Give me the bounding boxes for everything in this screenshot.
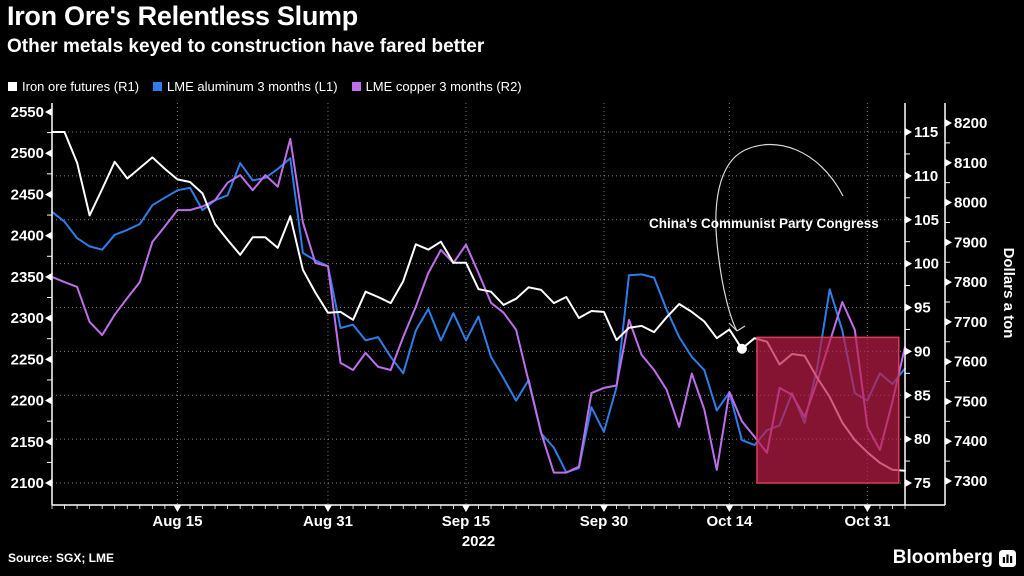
highlight-region [756,336,900,484]
x-tick [323,505,332,512]
x-tick-label: Oct 31 [844,513,890,530]
r1-tick-label: 95 [914,300,931,317]
r1-tick [905,347,912,356]
r1-tick-label: 115 [914,124,938,141]
legend-label-iron-ore: Iron ore futures (R1) [22,79,140,94]
r2-tick [945,477,952,485]
left-tick [45,231,52,240]
x-tick [599,505,608,512]
left-tick [45,479,52,487]
annotation-arrowhead-icon [728,322,746,332]
r1-tick [905,215,912,224]
r2-tick-label: 7700 [954,314,987,331]
x-tick [461,505,470,512]
r2-tick [945,397,952,406]
r1-tick [905,391,912,400]
legend-label-aluminum: LME aluminum 3 months (L1) [167,79,338,94]
chart-subtitle: Other metals keyed to construction have … [7,36,485,57]
annotation-text: China's Communist Party Congress [649,216,879,231]
aluminum-swatch-icon [153,82,163,91]
left-tick [45,314,52,323]
r2-tick [945,198,952,207]
r1-tick-label: 105 [914,212,939,229]
r1-tick [905,259,912,268]
right-axis-title: Dollars a ton [1000,248,1017,339]
r2-tick-label: 8100 [954,155,987,172]
x-tick-label: Oct 14 [706,513,753,530]
x-axis-year-label: 2022 [462,533,495,550]
left-tick-label: 2500 [11,145,44,162]
left-tick-label: 2300 [11,310,44,327]
x-tick-label: Aug 15 [152,513,202,530]
r2-tick [945,437,952,446]
r1-tick [905,479,912,487]
r2-tick-label: 7600 [954,354,987,371]
left-tick-label: 2100 [11,475,44,492]
r2-tick-label: 8200 [954,115,987,132]
x-tick [863,505,872,512]
left-tick-label: 2550 [11,104,44,121]
x-tick-label: Aug 31 [303,513,353,530]
r2-tick-label: 7500 [954,393,987,410]
r1-tick [905,435,912,444]
legend-item-iron-ore: Iron ore futures (R1) [8,79,139,94]
legend-item-aluminum: LME aluminum 3 months (L1) [153,79,338,94]
r2-tick-label: 7400 [954,433,987,450]
iron-ore-swatch-icon [8,82,17,91]
r1-tick-label: 110 [914,168,938,185]
left-tick [45,190,52,199]
r1-tick-label: 85 [914,387,931,404]
source-note: Source: SGX; LME [8,551,115,565]
r2-tick [945,278,952,287]
annotation-marker-dot [736,343,747,354]
bloomberg-logo-icon [999,550,1016,567]
r2-tick [945,158,952,167]
x-tick-label: Sep 15 [442,513,490,530]
x-tick [725,505,734,512]
left-tick-label: 2450 [11,186,44,203]
left-tick-label: 2400 [11,228,44,245]
left-tick-label: 2150 [11,434,44,451]
r2-tick-label: 7900 [954,234,987,251]
copper-swatch-icon [351,82,361,91]
left-tick [45,149,52,158]
r2-tick [945,317,952,326]
r1-tick-label: 75 [914,475,931,492]
x-tick-label: Sep 30 [580,513,628,530]
r1-tick-label: 90 [914,343,931,360]
r2-tick [945,238,952,247]
left-tick [45,272,52,281]
r2-tick-label: 8000 [954,195,987,212]
r1-tick [905,128,912,136]
left-tick-label: 2200 [11,393,44,410]
left-tick-label: 2350 [11,269,44,286]
annotation-curve [715,143,844,332]
legend-label-copper: LME copper 3 months (R2) [365,79,522,94]
legend-item-copper: LME copper 3 months (R2) [351,79,522,94]
r1-tick [905,303,912,312]
x-tick [173,505,182,512]
r2-tick-label: 7800 [954,274,987,291]
left-tick-label: 2250 [11,351,44,368]
r2-tick [945,119,952,127]
r2-tick [945,357,952,366]
r1-tick [905,171,912,180]
left-tick [45,108,52,116]
left-tick [45,355,52,364]
chart-title: Iron Ore's Relentless Slump [7,1,358,31]
left-tick [45,396,52,405]
r1-tick-label: 100 [914,256,939,273]
bloomberg-wordmark: Bloomberg [892,547,993,568]
legend: Iron ore futures (R1) LME aluminum 3 mon… [8,79,522,94]
left-tick [45,437,52,446]
r2-tick-label: 7300 [954,473,987,490]
r1-tick-label: 80 [914,431,931,448]
